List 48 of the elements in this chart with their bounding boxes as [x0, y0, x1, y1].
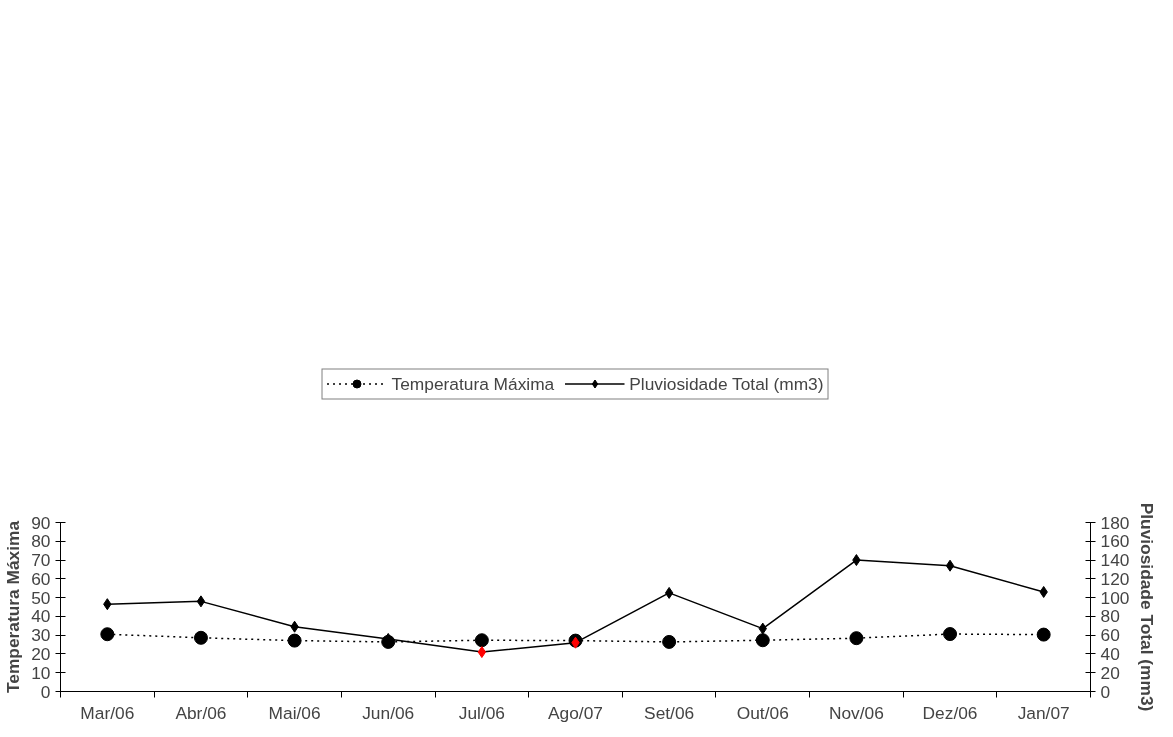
y2-tick-label: 180 — [1100, 512, 1130, 533]
y-tick-label: 90 — [31, 512, 51, 533]
y-tick-label: 70 — [31, 550, 51, 571]
y2-tick-label: 80 — [1100, 606, 1120, 627]
point — [477, 646, 487, 659]
y2-tick-label: 60 — [1100, 625, 1120, 646]
y-tick-label: 80 — [31, 531, 51, 552]
y-tick-label: 60 — [31, 568, 51, 589]
point — [664, 586, 674, 599]
y-tick-label: 10 — [31, 662, 51, 683]
y2-axis-title: Pluviosidade Total (mm3) — [1137, 502, 1158, 712]
x-tick-label: Mar/06 — [80, 702, 135, 723]
point — [1036, 627, 1051, 642]
y2-tick-label: 120 — [1100, 568, 1130, 589]
y-tick-label: 40 — [31, 606, 51, 627]
x-tick-label: Jun/06 — [362, 702, 415, 723]
y2-tick-label: 140 — [1100, 550, 1130, 571]
legend-label: Temperatura Máxima — [391, 373, 555, 395]
y2-tick-label: 0 — [1100, 681, 1111, 702]
x-tick-label: Abr/06 — [175, 702, 227, 723]
y-tick-label: 50 — [31, 587, 51, 608]
point — [755, 633, 770, 648]
x-tick-label: Nov/06 — [828, 702, 884, 723]
point — [662, 634, 677, 649]
y-axis-title: Temperatura Máxima — [3, 520, 24, 694]
point — [945, 559, 955, 572]
point — [287, 633, 302, 648]
point — [100, 627, 115, 642]
point — [196, 595, 206, 608]
y2-tick-label: 160 — [1100, 531, 1130, 552]
x-tick-label: Jul/06 — [458, 702, 505, 723]
x-tick-label: Dez/06 — [922, 702, 978, 723]
x-tick-label: Jan/07 — [1017, 702, 1070, 723]
y-tick-label: 30 — [31, 625, 51, 646]
x-tick-label: Set/06 — [644, 702, 695, 723]
y2-tick-label: 100 — [1100, 587, 1130, 608]
x-tick-label: Ago/07 — [548, 702, 603, 723]
x-tick-label: Mai/06 — [268, 702, 321, 723]
y-tick-label: 0 — [40, 681, 51, 702]
y2-tick-label: 40 — [1100, 643, 1120, 664]
legend-label: Pluviosidade Total (mm3) — [629, 373, 824, 395]
point — [849, 631, 864, 646]
point — [474, 633, 489, 648]
point — [943, 627, 958, 642]
y2-tick-label: 20 — [1100, 662, 1120, 683]
x-tick-label: Out/06 — [736, 702, 789, 723]
y-tick-label: 20 — [31, 643, 51, 664]
point — [193, 630, 208, 645]
